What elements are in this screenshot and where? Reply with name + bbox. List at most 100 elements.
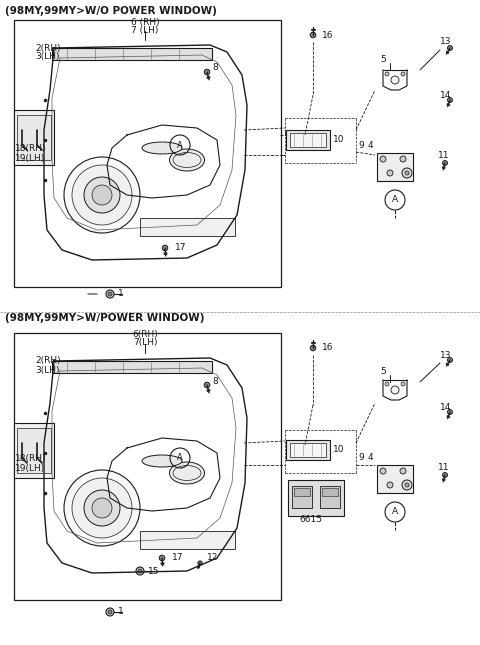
Bar	[290, 133, 326, 147]
Ellipse shape	[142, 455, 182, 467]
Circle shape	[204, 382, 210, 388]
Text: 6 (RH): 6 (RH)	[131, 17, 159, 26]
Circle shape	[84, 177, 120, 213]
Circle shape	[391, 76, 399, 84]
Text: (98MY,99MY>W/POWER WINDOW): (98MY,99MY>W/POWER WINDOW)	[5, 313, 204, 323]
Text: 11: 11	[438, 150, 449, 159]
Text: 8: 8	[212, 377, 218, 386]
Circle shape	[204, 69, 210, 75]
Circle shape	[380, 156, 386, 162]
Text: 8: 8	[212, 63, 218, 72]
Text: 14: 14	[440, 402, 451, 412]
Text: 6615: 6615	[299, 515, 322, 524]
Bar	[292, 486, 312, 508]
Text: 19(LH): 19(LH)	[15, 154, 45, 163]
Text: 17: 17	[175, 244, 187, 252]
Circle shape	[401, 72, 405, 76]
Circle shape	[400, 156, 406, 162]
Text: 10: 10	[333, 135, 345, 144]
Ellipse shape	[169, 462, 204, 484]
Text: 16: 16	[322, 344, 334, 353]
Text: 19(LH): 19(LH)	[15, 464, 45, 473]
Bar	[320, 486, 340, 508]
Bar	[52, 361, 212, 373]
Circle shape	[443, 473, 447, 477]
Text: 7 (LH): 7 (LH)	[132, 26, 159, 34]
Text: 5: 5	[380, 368, 386, 377]
Text: A: A	[392, 195, 398, 204]
Bar	[294, 488, 310, 496]
Bar	[52, 48, 212, 60]
Circle shape	[64, 157, 140, 233]
Circle shape	[106, 608, 114, 616]
Circle shape	[447, 97, 453, 103]
Circle shape	[64, 470, 140, 546]
Circle shape	[387, 170, 393, 176]
Bar	[140, 531, 235, 549]
Text: A: A	[177, 141, 183, 150]
Bar	[290, 443, 326, 457]
Bar	[17, 428, 51, 473]
Text: 6(RH): 6(RH)	[132, 330, 158, 339]
Bar	[322, 488, 338, 496]
Text: 12: 12	[207, 553, 218, 562]
Text: 13: 13	[440, 37, 452, 46]
Circle shape	[443, 161, 447, 166]
Bar	[14, 110, 54, 165]
Circle shape	[138, 569, 142, 573]
Text: 7(LH): 7(LH)	[133, 339, 157, 348]
Circle shape	[447, 46, 453, 50]
Text: 16: 16	[322, 30, 334, 39]
Bar	[288, 480, 344, 516]
Circle shape	[401, 382, 405, 386]
Text: 2(RH): 2(RH)	[35, 43, 60, 52]
Circle shape	[72, 478, 132, 538]
Text: 4: 4	[368, 453, 373, 462]
Text: 1: 1	[118, 290, 124, 299]
Bar	[377, 465, 413, 493]
Text: 13: 13	[440, 350, 452, 359]
Text: 11: 11	[438, 464, 449, 473]
Circle shape	[198, 561, 202, 565]
Circle shape	[380, 468, 386, 474]
Text: 3(LH): 3(LH)	[35, 52, 60, 61]
Text: 4: 4	[368, 141, 373, 150]
Circle shape	[402, 480, 412, 490]
Circle shape	[84, 490, 120, 526]
Circle shape	[447, 357, 453, 362]
Bar	[14, 333, 281, 600]
Circle shape	[92, 185, 112, 205]
Bar	[140, 218, 235, 236]
Text: A: A	[177, 453, 183, 462]
Circle shape	[108, 610, 112, 614]
Text: 18(RH): 18(RH)	[15, 453, 47, 462]
Text: 10: 10	[333, 446, 345, 455]
Circle shape	[310, 345, 316, 351]
Text: 5: 5	[380, 55, 386, 64]
Circle shape	[136, 567, 144, 575]
Circle shape	[405, 171, 409, 175]
Circle shape	[162, 245, 168, 251]
Circle shape	[400, 468, 406, 474]
Circle shape	[387, 482, 393, 488]
Text: 18(RH): 18(RH)	[15, 143, 47, 152]
Bar	[286, 440, 330, 460]
Circle shape	[106, 290, 114, 298]
Circle shape	[405, 483, 409, 487]
Text: A: A	[392, 508, 398, 517]
Text: 1: 1	[118, 608, 124, 617]
Circle shape	[402, 168, 412, 178]
Bar	[14, 20, 281, 287]
Bar	[17, 115, 51, 160]
Circle shape	[385, 382, 389, 386]
Circle shape	[447, 410, 453, 415]
Text: 14: 14	[440, 90, 451, 99]
Circle shape	[92, 498, 112, 518]
Circle shape	[385, 72, 389, 76]
Text: 9: 9	[358, 453, 364, 462]
Text: 15: 15	[148, 566, 159, 575]
Circle shape	[108, 292, 112, 296]
Circle shape	[391, 386, 399, 394]
Ellipse shape	[169, 149, 204, 171]
Bar	[14, 423, 54, 478]
